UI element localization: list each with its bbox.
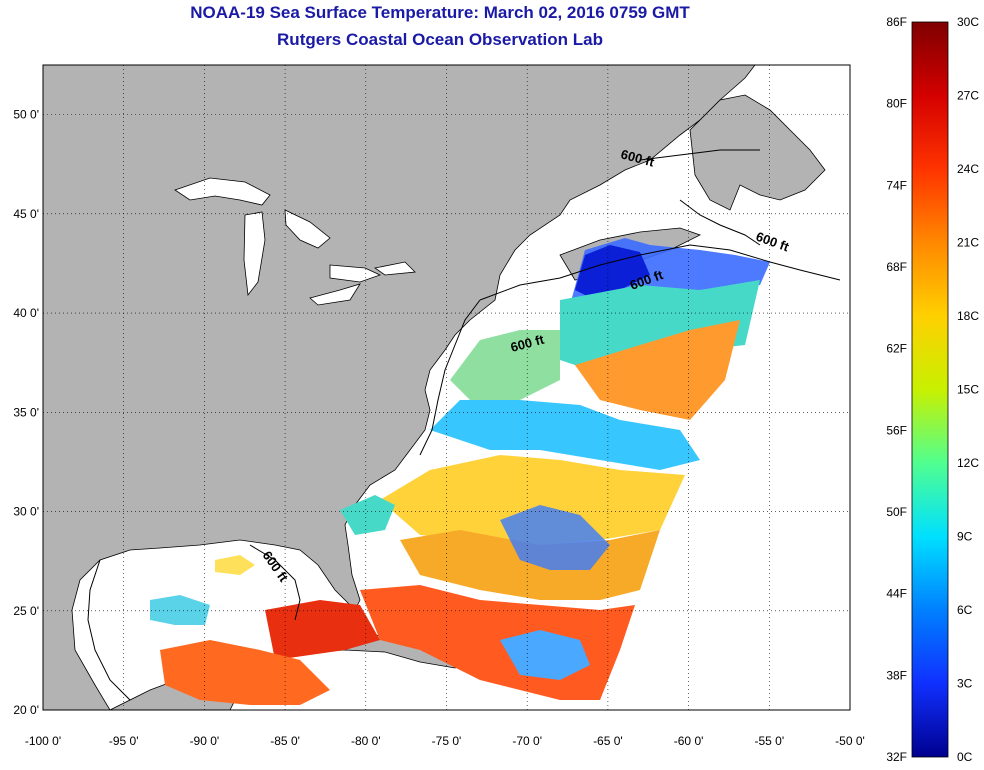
colorbar-c-label: 3C [957, 677, 973, 691]
chart-title: NOAA-19 Sea Surface Temperature: March 0… [190, 3, 690, 22]
map-plot-area [43, 65, 850, 710]
bathymetry-contours [87, 149, 841, 701]
colorbar-c-label: 0C [957, 750, 973, 764]
y-tick-label: 35 0' [13, 405, 39, 419]
colorbar-c-label: 18C [957, 309, 979, 323]
x-axis-ticks: -100 0' -95 0' -90 0' -85 0' -80 0' -75 0' -70… [25, 734, 865, 748]
chart-subtitle: Rutgers Coastal Ocean Observation Lab [277, 30, 603, 49]
sst-swath [150, 238, 770, 705]
y-tick-label: 40 0' [13, 306, 39, 320]
y-tick-label: 45 0' [13, 207, 39, 221]
colorbar-c-label: 6C [957, 603, 973, 617]
colorbar-f-label: 44F [886, 587, 907, 601]
x-tick-label: -65 0' [593, 734, 623, 748]
colorbar-f-label: 32F [886, 750, 907, 764]
land-north-america [43, 65, 756, 710]
colorbar-c-label: 27C [957, 89, 979, 103]
colorbar-c-label: 9C [957, 530, 973, 544]
colorbar [911, 21, 949, 758]
x-tick-label: -55 0' [754, 734, 784, 748]
colorbar-f-label: 80F [886, 97, 907, 111]
colorbar-f-label: 86F [886, 15, 907, 29]
colorbar-f-label: 68F [886, 260, 907, 274]
newfoundland [689, 94, 826, 211]
colorbar-f-label: 50F [886, 505, 907, 519]
x-tick-label: -95 0' [109, 734, 139, 748]
great-lakes [174, 177, 416, 306]
colorbar-f-label: 56F [886, 423, 907, 437]
colorbar-f-label: 62F [886, 342, 907, 356]
colorbar-f-label: 38F [886, 668, 907, 682]
x-tick-label: -75 0' [432, 734, 462, 748]
colorbar-c-label: 15C [957, 383, 979, 397]
y-tick-label: 20 0' [13, 703, 39, 717]
x-tick-label: -80 0' [351, 734, 381, 748]
x-tick-label: -50 0' [835, 734, 865, 748]
colorbar-f-label: 74F [886, 178, 907, 192]
y-tick-label: 30 0' [13, 505, 39, 519]
colorbar-c-label: 12C [957, 456, 979, 470]
colorbar-celsius-labels: 30C 27C 24C 21C 18C 15C 12C 9C 6C 3C 0C [957, 15, 979, 764]
x-tick-label: -85 0' [270, 734, 300, 748]
map-frame [42, 64, 851, 711]
colorbar-c-label: 21C [957, 236, 979, 250]
x-tick-label: -100 0' [25, 734, 61, 748]
x-tick-label: -90 0' [190, 734, 220, 748]
x-tick-label: -70 0' [512, 734, 542, 748]
colorbar-c-label: 30C [957, 15, 979, 29]
y-tick-label: 25 0' [13, 604, 39, 618]
colorbar-c-label: 24C [957, 162, 979, 176]
x-tick-label: -60 0' [674, 734, 704, 748]
y-axis-ticks: 20 0' 25 0' 30 0' 35 0' 40 0' 45 0' 50 0' [13, 108, 39, 717]
y-tick-label: 50 0' [13, 108, 39, 122]
colorbar-fahrenheit-labels: 86F 80F 74F 68F 62F 56F 50F 44F 38F 32F [886, 15, 907, 764]
map-grid [43, 65, 850, 710]
